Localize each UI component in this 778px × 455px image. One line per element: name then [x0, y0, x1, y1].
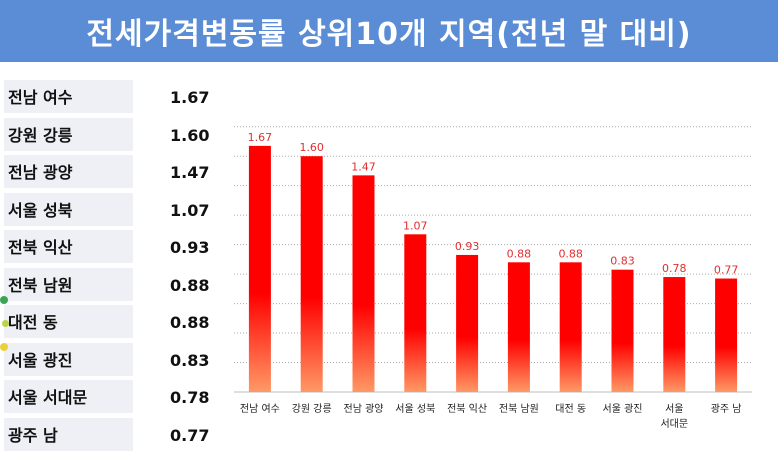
chart-title: 전세가격변동률 상위10개 지역(전년 말 대비): [0, 0, 778, 62]
data-label: 1.47: [351, 160, 376, 173]
bar-chart: 1.67 전남 여수 1.60 강원 강릉 1.47 전남 광양 1.07 서울 성북 0.93…: [234, 126, 752, 430]
region-value: 1.47: [170, 163, 210, 182]
table-row: 전북 익산 0.93: [4, 230, 234, 268]
table-row: 서울 성북 1.07: [4, 192, 234, 231]
bar: [663, 277, 686, 392]
bar: [456, 254, 479, 392]
decorative-dot: [2, 320, 9, 327]
region-label: 전북 남원: [4, 267, 133, 303]
bar: [300, 156, 323, 392]
data-label: 0.88: [507, 247, 532, 260]
region-label: 전북 익산: [4, 230, 133, 265]
region-value: 1.07: [170, 200, 210, 220]
region-value: 1.67: [170, 88, 210, 107]
region-value: 1.60: [170, 125, 210, 145]
region-label: 서울 광진: [4, 342, 133, 378]
decorative-dot: [0, 343, 8, 351]
table-row: 전남 광양 1.47: [4, 155, 234, 193]
region-value: 0.88: [170, 275, 210, 295]
bar: [352, 175, 375, 392]
x-tick-label: 전북 남원: [499, 403, 539, 415]
bar: [559, 262, 582, 392]
bar: [507, 262, 530, 392]
ranking-table: 전남 여수 1.67 강원 강릉 1.60 전남 광양 1.47 서울 성북 1.07 …: [4, 80, 234, 455]
data-label: 0.83: [610, 255, 635, 268]
table-row: 서울 서대문 0.78: [4, 380, 234, 418]
x-tick-label: 서울 성북: [395, 403, 435, 415]
bar: [715, 278, 738, 392]
decorative-dot: [0, 296, 8, 304]
region-value: 0.88: [170, 313, 210, 332]
region-label: 전남 여수: [4, 80, 133, 115]
region-value: 0.77: [170, 425, 210, 445]
x-tick-label: 서울: [665, 403, 683, 415]
table-row: 대전 동 0.88: [4, 305, 234, 343]
table-row: 전남 여수 1.67: [4, 80, 234, 118]
x-tick-label: 서울 광진: [603, 403, 643, 415]
x-tick-label: 서대문: [660, 418, 688, 430]
data-label: 0.93: [455, 240, 480, 253]
region-label: 서울 성북: [4, 192, 133, 228]
region-value: 0.93: [170, 238, 210, 257]
data-label: 1.67: [248, 131, 273, 144]
x-tick-label: 광주 남: [711, 403, 742, 415]
region-label: 강원 강릉: [4, 117, 133, 153]
data-label: 0.88: [558, 247, 583, 260]
table-row: 서울 광진 0.83: [4, 342, 234, 381]
bar: [404, 234, 427, 392]
data-label: 0.78: [662, 262, 687, 275]
data-label: 1.60: [299, 141, 324, 154]
bar: [248, 145, 271, 392]
x-tick-label: 대전 동: [555, 403, 586, 415]
x-tick-label: 전남 광양: [344, 403, 384, 415]
x-tick-label: 강원 강릉: [292, 403, 332, 415]
x-tick-label: 전북 익산: [447, 403, 487, 415]
region-label: 서울 서대문: [4, 380, 133, 415]
region-label: 광주 남: [4, 417, 133, 453]
region-label: 대전 동: [4, 305, 133, 340]
table-row: 광주 남 0.77: [4, 417, 234, 455]
bar: [611, 269, 634, 392]
region-value: 0.78: [170, 388, 210, 407]
region-value: 0.83: [170, 350, 210, 370]
table-row: 전북 남원 0.88: [4, 267, 234, 306]
table-row: 강원 강릉 1.60: [4, 117, 234, 156]
data-label: 1.07: [403, 219, 428, 232]
data-label: 0.77: [714, 264, 739, 277]
x-tick-label: 전남 여수: [240, 403, 280, 415]
region-label: 전남 광양: [4, 155, 133, 190]
